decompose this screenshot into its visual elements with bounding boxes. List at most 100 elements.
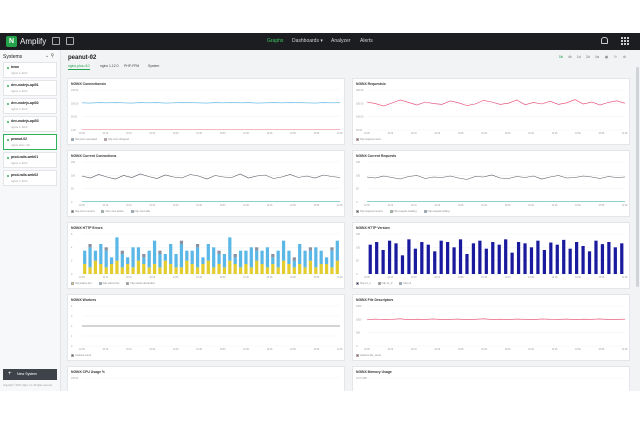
stacked-bar-segment [109, 264, 114, 274]
time-range-1h[interactable]: 1h [559, 55, 563, 59]
stacked-bar-segment [330, 250, 334, 268]
status-dot-icon [7, 139, 9, 141]
legend-item[interactable]: http.conn.idle [130, 210, 150, 213]
stacked-bar-segment [174, 254, 178, 268]
nginx-logo-icon[interactable]: N [6, 36, 17, 47]
y-tick-label: 3 [71, 315, 73, 318]
stacked-bar-segment [104, 250, 108, 268]
calendar-icon[interactable] [66, 37, 74, 45]
graph-panel[interactable]: NGINX CPU Usage % 100.00 10:05 10:10 10:15 10… [67, 366, 345, 391]
system-version: nginx plus r10 [11, 143, 30, 147]
stacked-bar-segment [93, 250, 98, 261]
sidebar-system-item[interactable]: dev-nodejs-api01 nginx 1.10.0 [3, 80, 57, 96]
amplify-app: N Amplify Graphs Dashboards ▾ Analyzer A… [0, 33, 640, 391]
x-tick-label: 10:15 [411, 349, 417, 351]
calendar-range-icon[interactable]: ▦ [605, 55, 609, 59]
grid-icon[interactable] [621, 37, 629, 45]
time-range-1w[interactable]: 1w [595, 55, 600, 59]
graph-panel[interactable]: NGINX Current Requests 150 100 50 0 10:05 10:1… [352, 150, 630, 217]
legend-item[interactable]: http.conn.active [101, 210, 124, 214]
legend-item[interactable]: http.v2 [399, 282, 411, 285]
graph-panel[interactable]: NGINX Memory Usage 19.07 MiB 10:05 10:10 10:… [352, 366, 630, 391]
sidebar-sort-search-icons[interactable]: ⌄ ⚲ [45, 53, 55, 59]
time-range-1d[interactable]: 1d [577, 55, 581, 59]
stacked-bar-segment [169, 264, 173, 274]
refresh-icon[interactable]: ↻ [614, 55, 617, 59]
graph-panel[interactable]: NGINX Connections/s 150.00 100.00 50.00 0.00… [67, 78, 345, 145]
stacked-bar-segment [217, 264, 221, 274]
pencil-icon[interactable]: ✎ [90, 55, 95, 61]
legend-item[interactable]: http.conn.accepted [71, 138, 97, 141]
graph-panel[interactable]: NGINX Current Connections 150 100 50 0 10:05 1… [67, 150, 345, 217]
tab-system[interactable]: System [148, 64, 160, 68]
x-tick-label: 10:45 [552, 205, 558, 207]
monitor-icon[interactable] [52, 37, 60, 45]
legend-item[interactable]: workers.fds_count [356, 354, 381, 357]
legend-item[interactable]: http.request.writing [423, 210, 450, 213]
graph-panel[interactable]: NGINX File Descriptors 1500 1000 500 0 10:05 1… [352, 294, 630, 361]
legend-item[interactable]: http.status.5xx [98, 282, 119, 285]
nav-dashboards[interactable]: Dashboards ▾ [292, 38, 323, 44]
sidebar-title: Systems [3, 54, 23, 60]
panel-legend: http.conn.current http.conn.active http.co… [71, 210, 157, 213]
graph-panel[interactable]: NGINX HTTP Errors 6 4 2 0 10:05 10:10 10:15 10:2… [67, 222, 345, 289]
graph-panel[interactable]: NGINX HTTP Version 150 100 50 0 10:05 10:10 10:… [352, 222, 630, 289]
legend-item[interactable]: http.v1_1 [356, 282, 371, 285]
sidebar-system-item[interactable]: dev-nodejs-api03 nginx 1.10.0 [3, 116, 57, 132]
legend-label: http.conn.active [105, 210, 124, 214]
status-dot-icon [7, 175, 9, 177]
sidebar-system-item[interactable]: prod-rails-web02 nginx 1.10.0 [3, 170, 57, 186]
time-range-2d[interactable]: 2d [586, 55, 590, 59]
sidebar-system-item[interactable]: peanut-02 nginx plus r10 [3, 134, 57, 150]
new-system-button[interactable]: + New System [3, 369, 57, 380]
x-tick-label: 10:05 [364, 133, 370, 135]
status-dot-icon [7, 103, 9, 105]
legend-item[interactable]: http.conn.current [71, 210, 94, 213]
sidebar-system-item[interactable]: bean nginx 1.10.0 [3, 62, 57, 78]
stacked-bar-segment [303, 250, 307, 268]
system-name: dev-nodejs-api03 [11, 119, 39, 123]
stacked-bar-segment [303, 267, 307, 274]
brand-name[interactable]: Amplify [20, 37, 47, 46]
x-tick-label: 11:00 [337, 133, 343, 135]
bar [491, 242, 495, 274]
graph-panel[interactable]: NGINX Workers 4 3 2 1 0 10:05 10:10 10:15 10:20 10… [67, 294, 345, 361]
tab-php-fpm[interactable]: PHP-FPM [124, 64, 140, 68]
stacked-bar-segment [185, 260, 189, 274]
stacked-bar-segment [255, 260, 259, 274]
bar [375, 242, 379, 274]
legend-item[interactable]: http.request.reading [389, 210, 417, 213]
panel-legend: http.request.current http.request.reading… [356, 210, 457, 213]
tab-nginx[interactable]: nginx 1.12.0 [100, 64, 119, 68]
legend-item[interactable]: http.request.count [356, 138, 381, 141]
stacked-bar-segment [142, 254, 146, 258]
x-tick-label: 10:25 [458, 277, 464, 279]
legend-swatch-icon [71, 138, 74, 141]
nav-alerts[interactable]: Alerts [360, 38, 373, 44]
legend-item[interactable]: http.status.4xx [71, 282, 92, 285]
page-scrollbar[interactable] [636, 67, 639, 287]
settings-icon[interactable]: ⚙ [623, 55, 626, 59]
nav-graphs[interactable]: Graphs [267, 38, 284, 44]
legend-item[interactable]: http.status.discarded [126, 282, 154, 285]
legend-item[interactable]: http.v1_0 [377, 282, 393, 286]
y-tick-label: 2 [71, 325, 73, 328]
sidebar-system-item[interactable]: prod-rails-web01 nginx 1.10.0 [3, 152, 57, 168]
x-tick-label: 11:00 [622, 133, 628, 135]
plus-icon: + [8, 371, 12, 377]
stacked-bar-segment [99, 244, 103, 264]
legend-label: http.v1_0 [381, 282, 393, 286]
time-range-4h[interactable]: 4h [568, 55, 572, 59]
x-tick-label: 10:45 [267, 133, 273, 135]
panel-title: NGINX HTTP Version [356, 226, 390, 230]
graph-panel[interactable]: NGINX Requests/s 200.00 150.00 100.00 50.00 1… [352, 78, 630, 145]
x-tick-label: 10:50 [290, 349, 296, 351]
legend-item[interactable]: http.request.current [356, 210, 383, 213]
x-tick-label: 11:00 [337, 277, 343, 279]
bell-icon[interactable] [601, 37, 608, 44]
legend-item[interactable]: http.conn.dropped [103, 138, 129, 141]
nav-analyzer[interactable]: Analyzer [331, 38, 351, 44]
tab-nginx-plus[interactable]: nginx-plus-r10 [68, 64, 90, 70]
legend-item[interactable]: workers.count [71, 354, 91, 357]
sidebar-system-item[interactable]: dev-nodejs-api02 nginx 1.10.0 [3, 98, 57, 114]
